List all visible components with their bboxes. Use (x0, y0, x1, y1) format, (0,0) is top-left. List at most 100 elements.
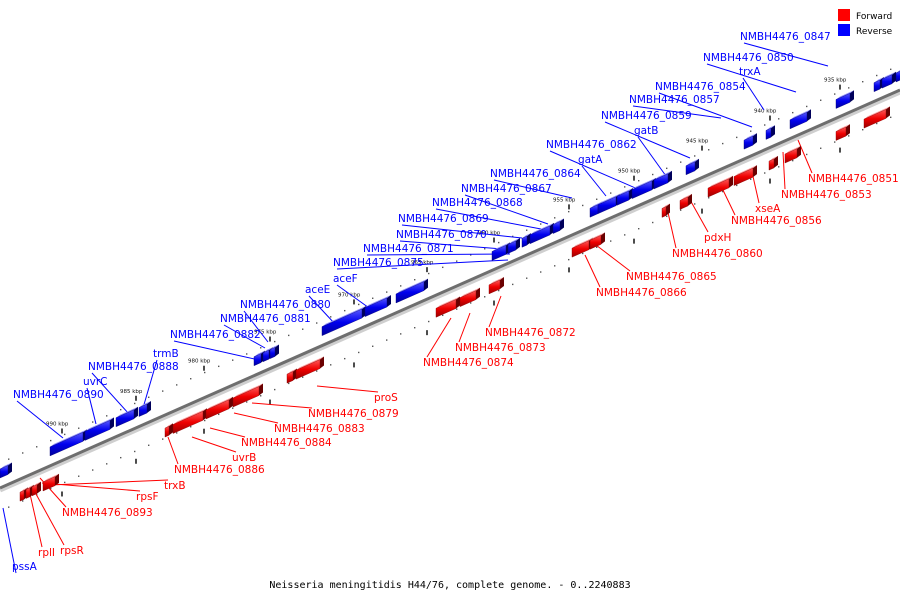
strand-dot (274, 388, 276, 391)
label-leader-line (91, 372, 130, 415)
label-leader-line (41, 482, 141, 492)
reverse-gene-block (364, 294, 391, 317)
strand-dot (736, 136, 738, 139)
gene-label: trmB (153, 348, 179, 360)
strand-dot (694, 203, 696, 205)
strand-dot (582, 204, 584, 207)
kbp-tick-label: 960 kbp (478, 231, 501, 237)
gene-features (0, 69, 900, 502)
label-leader-line (167, 436, 179, 465)
strand-dot (834, 141, 836, 143)
reverse-gene-block (685, 158, 699, 176)
reverse-gene-block (616, 187, 633, 206)
reverse-gene-block (269, 344, 279, 359)
gene-label: uvrC (83, 376, 108, 388)
gene-label: gatB (634, 125, 658, 137)
strand-dot (274, 340, 276, 343)
gene-label: NMBH4476_0865 (626, 271, 717, 283)
strand-dot (400, 285, 402, 287)
forward-gene-block (31, 481, 41, 497)
kbp-tick-label: 940 kbp (754, 109, 777, 115)
strand-dot (456, 308, 458, 310)
strand-dot (764, 172, 766, 174)
strand-dot (120, 456, 122, 459)
forward-gene-block (42, 473, 59, 492)
strand-dot (484, 296, 486, 298)
strand-dot (568, 210, 570, 213)
label-leader-line (581, 165, 607, 197)
strand-dot (176, 432, 178, 434)
legend-reverse-label: Reverse (856, 27, 893, 37)
label-leader-line (426, 317, 452, 358)
label-leader-line (209, 427, 246, 438)
reverse-gene-block (881, 71, 896, 89)
kbp-tick-label: 980 kbp (188, 359, 211, 365)
label-leader-line (782, 151, 786, 190)
label-leader-line (191, 436, 237, 453)
strand-dot (638, 228, 640, 230)
gene-label: NMBH4476_0874 (423, 357, 514, 369)
strand-dot (204, 419, 206, 422)
strand-dot (288, 334, 290, 337)
strand-dot (50, 439, 52, 442)
strand-dot (428, 272, 430, 275)
strand-dot (876, 122, 878, 125)
strand-dot (848, 87, 850, 89)
strand-dot (162, 438, 164, 440)
strand-dot (722, 190, 724, 193)
strand-dot (106, 415, 108, 417)
reverse-gene-block (395, 278, 428, 304)
gene-label: NMBH4476_0872 (485, 327, 576, 339)
strand-dot (372, 297, 374, 299)
label-leader-line (637, 136, 667, 177)
strand-dot (78, 475, 80, 477)
gene-label: NMBH4476_0884 (241, 437, 332, 449)
gene-label: aceF (333, 273, 358, 285)
reverse-gene-block (835, 90, 854, 109)
strand-dot (64, 433, 66, 436)
strand-dot (386, 339, 388, 341)
reverse-gene-block (529, 222, 554, 245)
reverse-gene-block (84, 417, 114, 441)
strand-dot (680, 161, 682, 163)
strand-dot (246, 401, 248, 403)
strand-dot (750, 178, 752, 180)
label-leader-line (464, 194, 549, 225)
forward-strand-dots (8, 116, 892, 508)
strand-dot (624, 186, 626, 188)
backbone-shadow (0, 89, 900, 493)
gene-label: NMBH4476_0883 (274, 423, 365, 435)
strand-dot (652, 173, 654, 176)
label-leader-line (223, 324, 266, 349)
label-leader-line (316, 385, 379, 393)
label-leader-line (366, 253, 511, 256)
forward-gene-block (295, 356, 324, 380)
gene-label: NMBH4476_0847 (740, 31, 831, 43)
gene-label: NMBH4476_0875 (333, 257, 424, 269)
forward-gene-block (488, 277, 504, 295)
reverse-gene-block (631, 177, 656, 199)
forward-gene-block (835, 124, 850, 141)
gene-label: pdxH (704, 232, 731, 244)
strand-dot (92, 421, 94, 423)
label-leader-line (549, 150, 641, 191)
forward-gene-block (768, 155, 778, 171)
forward-gene-block (707, 175, 733, 198)
reverse-gene-block (743, 133, 757, 150)
strand-dot (92, 469, 94, 471)
strand-dot (666, 215, 668, 218)
strand-dot (344, 357, 346, 360)
reverse-gene-block (138, 401, 151, 417)
gene-label: NMBH4476_0888 (88, 361, 179, 373)
strand-dot (638, 180, 640, 182)
strand-dot (512, 235, 514, 238)
strand-dot (442, 314, 444, 317)
gene-label: NMBH4476_0854 (655, 81, 746, 93)
strand-dot (820, 99, 822, 101)
strand-dot (330, 316, 332, 318)
map-caption: Neisseria meningitidis H44/76, complete … (269, 580, 630, 591)
gene-label: NMBH4476_0857 (629, 94, 720, 106)
strand-dot (526, 229, 528, 231)
gene-labels: NMBH4476_0847 NMBH4476_0850 trxA NMBH4476_0… (12, 31, 899, 573)
